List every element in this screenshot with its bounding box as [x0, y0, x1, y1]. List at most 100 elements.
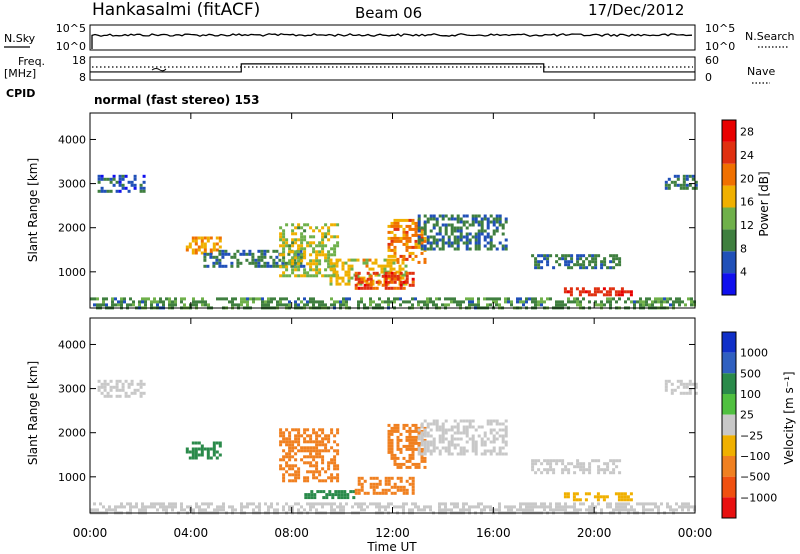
echo-region [185, 236, 222, 255]
x-tick-label: 16:00 [476, 526, 511, 540]
colorbar-segment [722, 207, 736, 230]
colorbar-segment [722, 120, 736, 142]
colorbar-segment [722, 352, 736, 374]
colorbar-tick-label: 100 [740, 388, 761, 401]
nsky-label: N.Sky [4, 32, 36, 45]
freq-label-line2: [MHz] [4, 67, 36, 80]
echo-region [531, 254, 622, 270]
nsky-trace [91, 33, 693, 49]
date-title: 17/Dec/2012 [588, 1, 684, 19]
colorbar-segment [722, 373, 736, 394]
nsky-right-tick-top: 10^5 [705, 22, 735, 35]
velocity-echoes [90, 379, 698, 515]
echo-region [97, 379, 146, 398]
colorbar-tick-label: 20 [740, 172, 754, 185]
y-tick-label: 3000 [58, 178, 86, 191]
colorbar-segment [722, 394, 736, 415]
velocity-panel-frame [89, 317, 696, 514]
colorbar-tick-label: 500 [740, 367, 761, 380]
colorbar-tick-label: −500 [740, 471, 770, 484]
power-colorbar-label: Power [dB] [757, 171, 771, 236]
nsearch-label: N.Search [745, 30, 795, 43]
y-tick-label: 4000 [58, 133, 86, 146]
x-tick-label: 12:00 [375, 526, 410, 540]
beam-title: Beam 06 [355, 4, 422, 22]
colorbar-frame [721, 331, 737, 519]
colorbar-tick-label: 25 [740, 409, 754, 422]
y-tick-label: 1000 [58, 471, 86, 484]
power-echoes [90, 174, 698, 310]
echo-region [563, 492, 633, 502]
colorbar-segment [722, 163, 736, 186]
x-tick-label: 00:00 [73, 526, 108, 540]
nsky-right-tick-bottom: 10^0 [705, 40, 735, 53]
cpid-label: CPID [6, 87, 35, 100]
colorbar-frame [721, 119, 737, 296]
colorbar-tick-label: 8 [740, 242, 747, 255]
nave-label: Nave [747, 65, 775, 78]
freq-label-line1: Freq. [18, 55, 45, 68]
power-colorbar: 4 8 12 16 20 24 28 [721, 119, 754, 296]
y-tick-label: 2000 [58, 427, 86, 440]
colorbar-segment [722, 251, 736, 274]
nave-wiggle [151, 68, 167, 72]
y-tick-label: 4000 [58, 338, 86, 351]
time-axis: 00:00 04:00 08:00 12:00 16:00 20:00 00:00 [73, 526, 713, 540]
y-tick-label: 2000 [58, 222, 86, 235]
colorbar-tick-label: −25 [740, 429, 763, 442]
freq-trace [90, 63, 695, 73]
velocity-colorbar-label: Velocity [m s⁻¹] [782, 371, 796, 464]
colorbar-segment [722, 141, 736, 164]
x-tick-label: 00:00 [678, 526, 713, 540]
nsky-panel-frame [89, 24, 696, 51]
echo-region [531, 459, 622, 475]
colorbar-segment [722, 414, 736, 436]
velocity-axes: 1000 2000 3000 4000 [58, 318, 696, 513]
freq-panel-frame [89, 56, 696, 81]
x-tick-label: 20:00 [577, 526, 612, 540]
nsky-left-tick-top: 10^5 [56, 22, 86, 35]
freq-left-tick-top: 18 [72, 54, 86, 67]
colorbar-tick-label: 24 [740, 149, 754, 162]
echo-region [354, 476, 415, 495]
freq-right-tick-top: 60 [705, 54, 719, 67]
power-axes: 1000 2000 3000 4000 [58, 113, 696, 308]
echo-region [304, 490, 356, 500]
y-tick-label: 3000 [58, 383, 86, 396]
time-axis-label: Time UT [366, 540, 417, 554]
nsky-left-tick-bottom: 10^0 [56, 40, 86, 53]
colorbar-segment [722, 456, 736, 477]
x-tick-label: 04:00 [174, 526, 209, 540]
echo-region [563, 287, 633, 297]
colorbar-tick-label: −1000 [740, 491, 777, 504]
colorbar-segment [722, 435, 736, 456]
colorbar-tick-label: 28 [740, 126, 754, 139]
colorbar-tick-label: −100 [740, 450, 770, 463]
y-tick-label: 1000 [58, 266, 86, 279]
colorbar-segment [722, 332, 736, 353]
colorbar-segment [722, 476, 736, 498]
echo-region [387, 218, 427, 264]
velocity-colorbar: 1000 500 100 25 −25 −100 −500 −1000 [721, 331, 777, 519]
colorbar-segment [722, 229, 736, 252]
colorbar-tick-label: 1000 [740, 347, 768, 360]
colorbar-tick-label: 12 [740, 219, 754, 232]
cpid-text: normal (fast stereo) 153 [94, 93, 260, 107]
echo-region [664, 174, 698, 190]
echo-region [279, 428, 340, 483]
colorbar-segment [722, 273, 736, 295]
echo-region [354, 271, 415, 290]
echo-region [664, 379, 698, 395]
power-y-axis-label: Slant Range [km] [26, 158, 40, 262]
colorbar-segment [722, 497, 736, 518]
x-tick-label: 08:00 [274, 526, 309, 540]
echo-region [417, 419, 508, 456]
echo-region [185, 441, 222, 460]
colorbar-segment [722, 185, 736, 208]
colorbar-tick-label: 16 [740, 196, 754, 209]
freq-left-tick-bottom: 8 [79, 71, 86, 84]
colorbar-tick-label: 4 [740, 266, 747, 279]
freq-right-tick-bottom: 0 [705, 71, 712, 84]
station-title: Hankasalmi (fitACF) [92, 0, 260, 20]
